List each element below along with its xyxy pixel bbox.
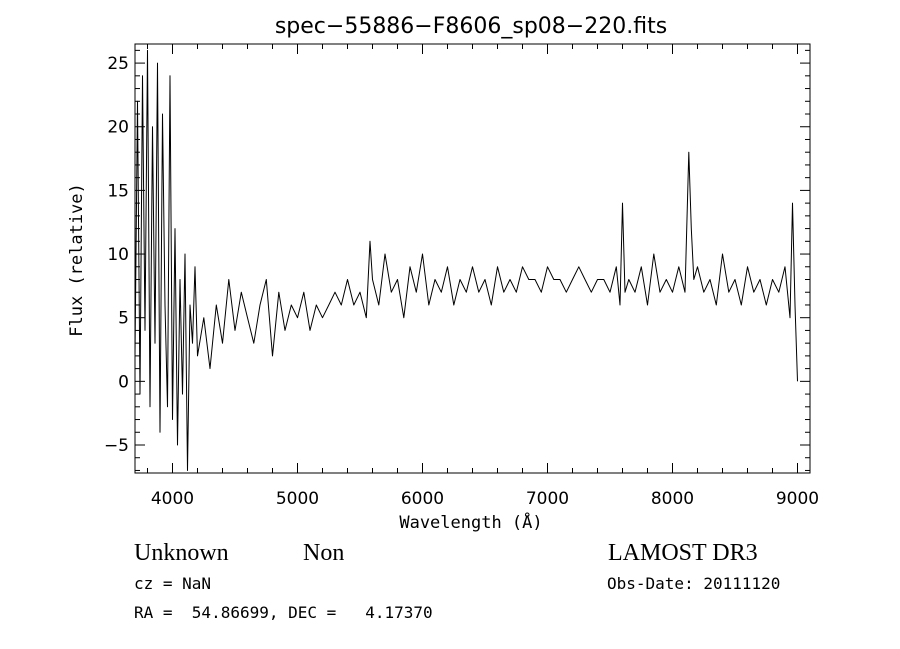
x-tick-label: 4000 bbox=[151, 489, 194, 509]
y-tick-label: 25 bbox=[107, 54, 129, 74]
plot-frame bbox=[134, 43, 811, 474]
x-tick-label: 9000 bbox=[776, 489, 819, 509]
x-tick-label: 7000 bbox=[526, 489, 569, 509]
x-tick-label: 5000 bbox=[276, 489, 319, 509]
object-subclass: Non bbox=[303, 540, 345, 566]
y-tick-label: −5 bbox=[104, 436, 129, 456]
y-tick-label: 10 bbox=[107, 245, 129, 265]
y-axis-label: Flux (relative) bbox=[67, 183, 87, 337]
observation-date: Obs-Date: 20111120 bbox=[607, 574, 781, 593]
y-tick-label: 0 bbox=[118, 372, 129, 392]
x-tick-label: 6000 bbox=[401, 489, 444, 509]
redshift-cz: cz = NaN bbox=[134, 574, 212, 593]
chart-title: spec−55886−F8606_sp08−220.fits bbox=[275, 14, 667, 39]
x-tick-label: 8000 bbox=[651, 489, 694, 509]
axes-layer: 4000 5000 6000 7000 8000 9000 −5 0 5 10 15 20 25 bbox=[104, 44, 819, 509]
ra-dec-coordinates: RA = 54.86699, DEC = 4.17370 bbox=[134, 603, 433, 622]
y-tick-label: 15 bbox=[107, 181, 129, 201]
survey-label: LAMOST DR3 bbox=[608, 540, 758, 566]
y-tick-label: 20 bbox=[107, 118, 129, 138]
x-axis-label: Wavelength (Å) bbox=[399, 511, 542, 533]
object-class: Unknown bbox=[134, 540, 229, 566]
spectrum-line-0 bbox=[134, 49, 798, 471]
y-tick-label: 5 bbox=[118, 309, 129, 329]
spectrum-series-layer bbox=[134, 49, 798, 471]
